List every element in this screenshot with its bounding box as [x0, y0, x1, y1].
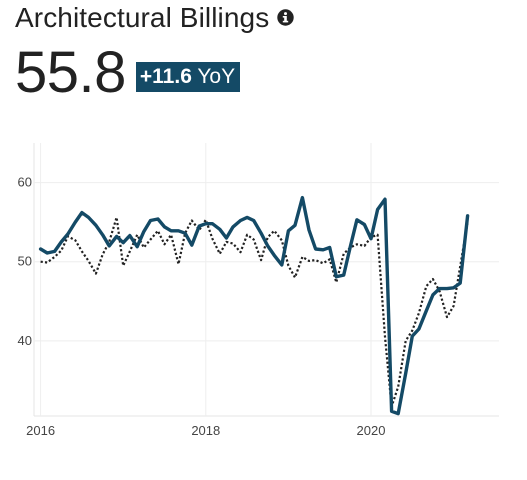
- info-circle-icon[interactable]: [277, 9, 294, 31]
- x-tick-label: 2020: [357, 423, 386, 438]
- yoy-change-badge: +11.6 YoY: [135, 62, 241, 92]
- title-row: Architectural Billings: [15, 2, 294, 34]
- x-tick-label: 2016: [26, 423, 55, 438]
- chart-title: Architectural Billings: [15, 2, 270, 33]
- yoy-change-unit: YoY: [197, 65, 236, 88]
- y-tick-label: 40: [18, 333, 32, 348]
- current-value: 55.8: [15, 40, 126, 105]
- series-line-solid: [38, 195, 470, 416]
- y-tick-label: 60: [18, 175, 32, 190]
- y-tick-label: 50: [18, 254, 32, 269]
- series-line-dotted: [40, 216, 469, 408]
- yoy-change-value: +11.6: [139, 65, 192, 88]
- value-row: 55.8 +11.6 YoY: [15, 40, 241, 105]
- x-tick-label: 2018: [191, 423, 220, 438]
